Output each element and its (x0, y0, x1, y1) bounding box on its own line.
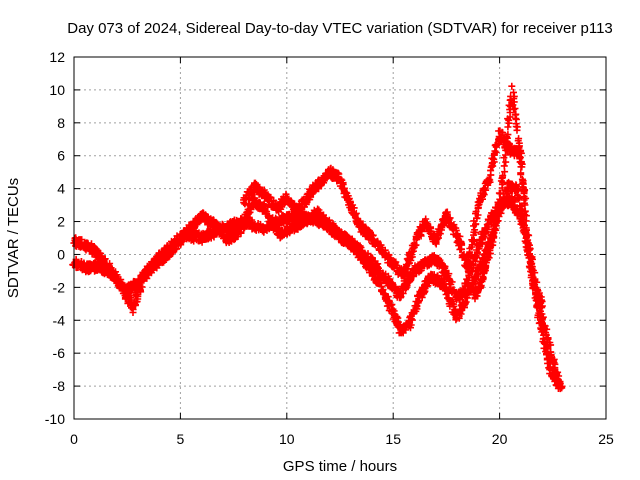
x-tick-label: 25 (598, 431, 614, 447)
y-axis-label: SDTVAR / TECUs (5, 178, 22, 298)
plus-markers (70, 192, 566, 392)
y-tick-label: -8 (53, 378, 66, 394)
series-track-2 (69, 178, 564, 393)
tick-labels: 0 5 10 15 20 25 -10 -8 -6 -4 -2 0 2 4 6 8 10 12 (45, 49, 614, 447)
y-tick-label: 6 (57, 148, 65, 164)
y-tick-label: -2 (53, 279, 66, 295)
y-tick-label: 8 (57, 115, 65, 131)
series-track-3 (240, 127, 546, 312)
series-track-1 (70, 192, 566, 392)
y-tick-label: 4 (57, 181, 65, 197)
plot-frame (73, 56, 607, 420)
y-tick-label: 0 (57, 246, 65, 262)
plus-markers (471, 82, 529, 303)
series-track-4 (471, 82, 529, 303)
chart-title: Day 073 of 2024, Sidereal Day-to-day VTE… (67, 20, 613, 37)
y-tick-label: 12 (49, 49, 65, 65)
x-tick-label: 5 (177, 431, 185, 447)
x-tick-label: 20 (492, 431, 508, 447)
x-tick-label: 0 (70, 431, 78, 447)
plus-markers (69, 178, 564, 393)
y-tick-label: -6 (53, 345, 66, 361)
data-points (69, 82, 566, 393)
y-tick-label: 10 (49, 82, 65, 98)
x-tick-label: 10 (279, 431, 295, 447)
y-tick-label: -4 (53, 312, 66, 328)
plus-markers (240, 127, 546, 312)
y-tick-label: -10 (45, 411, 65, 427)
x-axis-label: GPS time / hours (283, 458, 397, 475)
y-tick-label: 2 (57, 214, 65, 230)
x-tick-label: 15 (385, 431, 401, 447)
